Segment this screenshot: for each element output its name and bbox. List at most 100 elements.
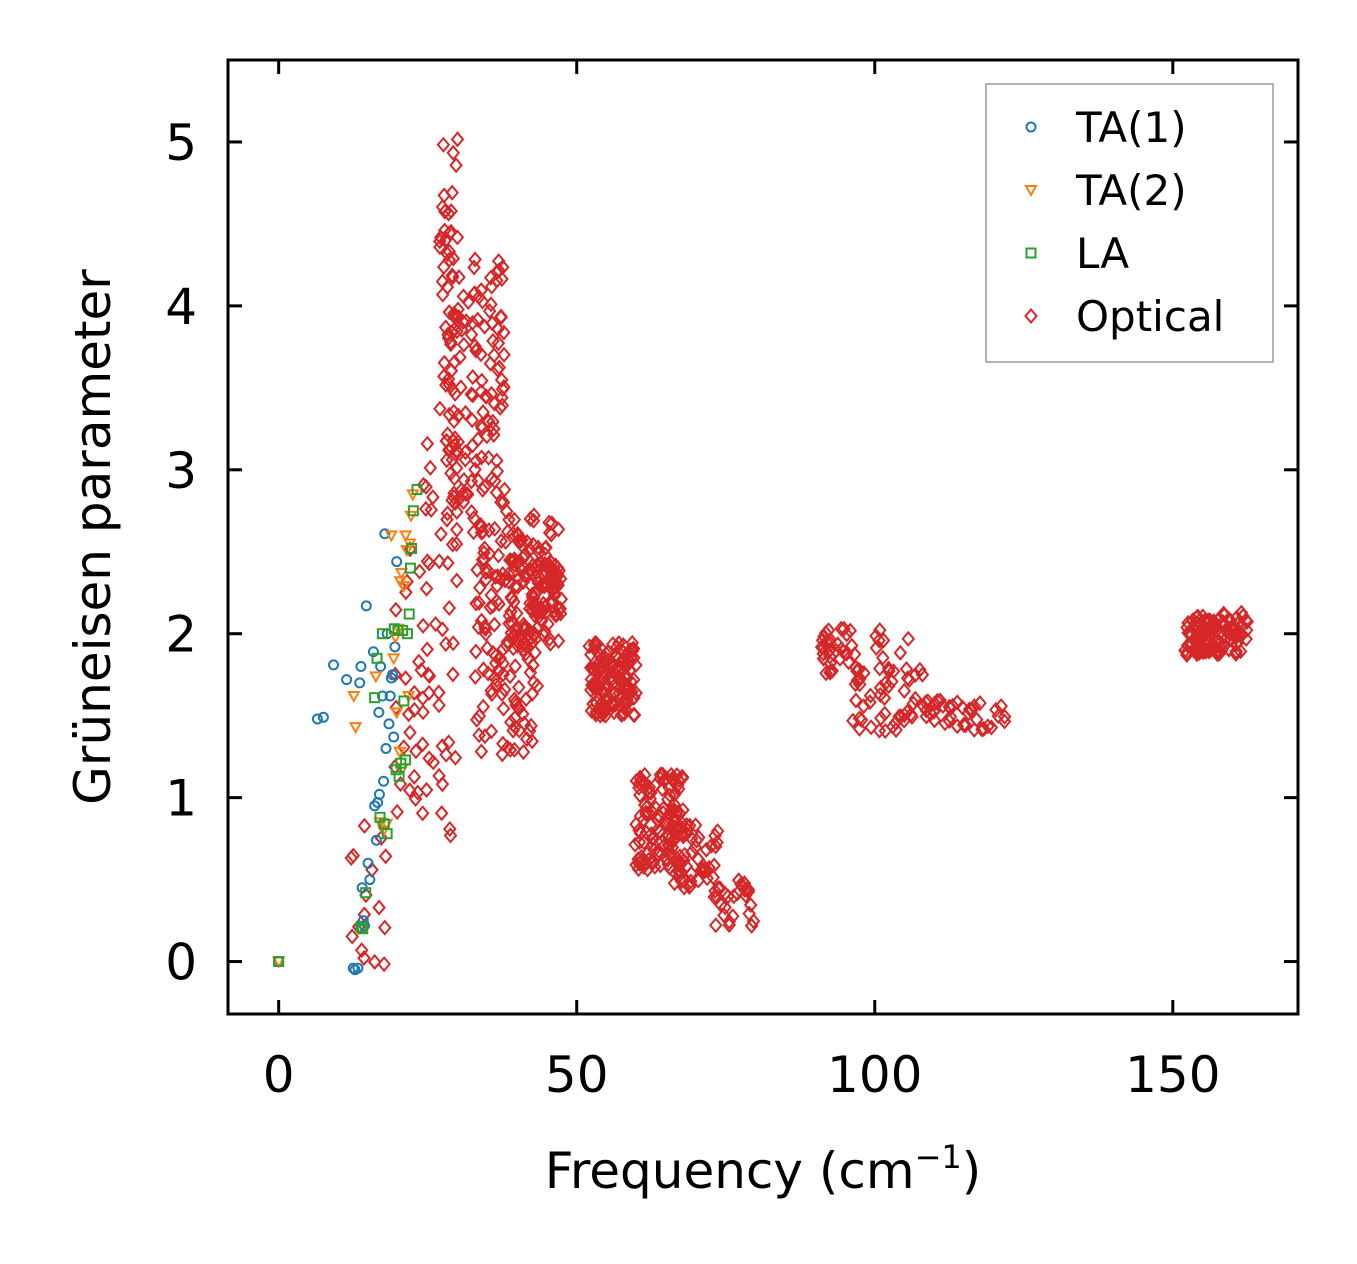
data-point <box>743 897 758 914</box>
data-point <box>510 628 525 646</box>
data-point <box>446 666 460 683</box>
data-point <box>544 554 558 571</box>
data-point <box>435 198 450 216</box>
legend-label: Optical <box>1076 292 1224 341</box>
data-point <box>662 859 677 876</box>
data-point <box>684 865 699 882</box>
y-tick-label: 2 <box>165 606 197 664</box>
data-point <box>398 530 413 543</box>
data-point <box>550 567 565 584</box>
data-point <box>416 617 430 634</box>
data-point <box>357 817 372 834</box>
data-point <box>897 707 912 724</box>
data-point <box>474 282 489 299</box>
data-point <box>378 775 390 787</box>
data-point <box>525 586 540 603</box>
data-point <box>924 705 938 722</box>
data-point <box>637 766 652 783</box>
y-tick-label: 4 <box>165 278 197 336</box>
data-point <box>1193 628 1208 645</box>
data-point <box>369 800 381 812</box>
data-point <box>863 694 877 711</box>
data-point <box>981 718 995 735</box>
data-point <box>473 579 487 596</box>
data-point <box>626 640 641 657</box>
data-point <box>854 711 869 729</box>
legend-marker-la <box>1025 247 1037 259</box>
data-point <box>501 566 516 583</box>
legend-marker-ta-1- <box>1025 121 1037 133</box>
data-point <box>593 640 608 657</box>
data-point <box>447 321 462 338</box>
data-point <box>381 828 393 840</box>
x-tick-label: 100 <box>827 1046 922 1104</box>
data-point <box>433 400 447 417</box>
data-point <box>468 668 483 685</box>
data-point <box>945 697 960 714</box>
y-tick-label: 0 <box>165 934 197 992</box>
data-point <box>469 711 484 728</box>
data-point <box>991 708 1006 725</box>
data-point <box>852 661 866 678</box>
data-point <box>389 601 403 618</box>
data-point <box>503 741 518 758</box>
data-point <box>485 686 499 703</box>
data-point <box>426 754 441 771</box>
data-point <box>671 772 686 789</box>
data-point <box>407 505 419 517</box>
data-point <box>1211 642 1226 659</box>
data-point <box>449 535 464 553</box>
data-point <box>465 368 480 386</box>
data-point <box>474 519 488 536</box>
data-point <box>470 311 485 328</box>
data-point <box>465 412 479 429</box>
data-point <box>407 684 422 701</box>
data-point <box>913 661 927 678</box>
data-point <box>718 899 732 916</box>
data-point <box>878 722 893 740</box>
data-point <box>655 766 670 783</box>
data-point <box>481 563 496 580</box>
data-point <box>609 646 624 663</box>
data-point <box>474 743 489 760</box>
data-point <box>863 687 878 704</box>
data-point <box>341 674 353 686</box>
data-point <box>369 671 383 684</box>
data-point <box>511 679 526 696</box>
data-point <box>819 665 833 682</box>
data-point <box>493 650 508 667</box>
data-point <box>669 804 684 821</box>
data-point <box>673 848 687 865</box>
data-point <box>856 698 871 715</box>
data-point <box>464 503 479 521</box>
data-point <box>530 604 544 622</box>
data-point <box>388 731 400 743</box>
data-point <box>523 563 538 580</box>
data-point <box>615 706 630 723</box>
data-point <box>897 682 912 699</box>
data-point <box>506 525 520 542</box>
data-point <box>434 525 448 543</box>
data-point <box>675 770 690 787</box>
data-point <box>458 451 473 468</box>
data-point <box>872 660 887 677</box>
data-point <box>445 536 460 553</box>
data-point <box>523 510 538 528</box>
data-point <box>593 647 607 664</box>
data-point <box>603 655 617 672</box>
data-point <box>453 349 467 366</box>
data-point <box>649 800 663 817</box>
data-point <box>503 668 517 685</box>
data-point <box>625 634 640 651</box>
data-point <box>522 722 537 740</box>
data-point <box>364 874 376 886</box>
data-point <box>524 717 538 734</box>
data-point <box>421 666 436 683</box>
data-point <box>346 847 361 864</box>
data-point <box>818 624 833 642</box>
data-point <box>411 483 423 495</box>
data-point <box>495 566 510 583</box>
data-point <box>345 928 359 945</box>
data-point <box>494 371 509 388</box>
data-point <box>708 827 722 844</box>
